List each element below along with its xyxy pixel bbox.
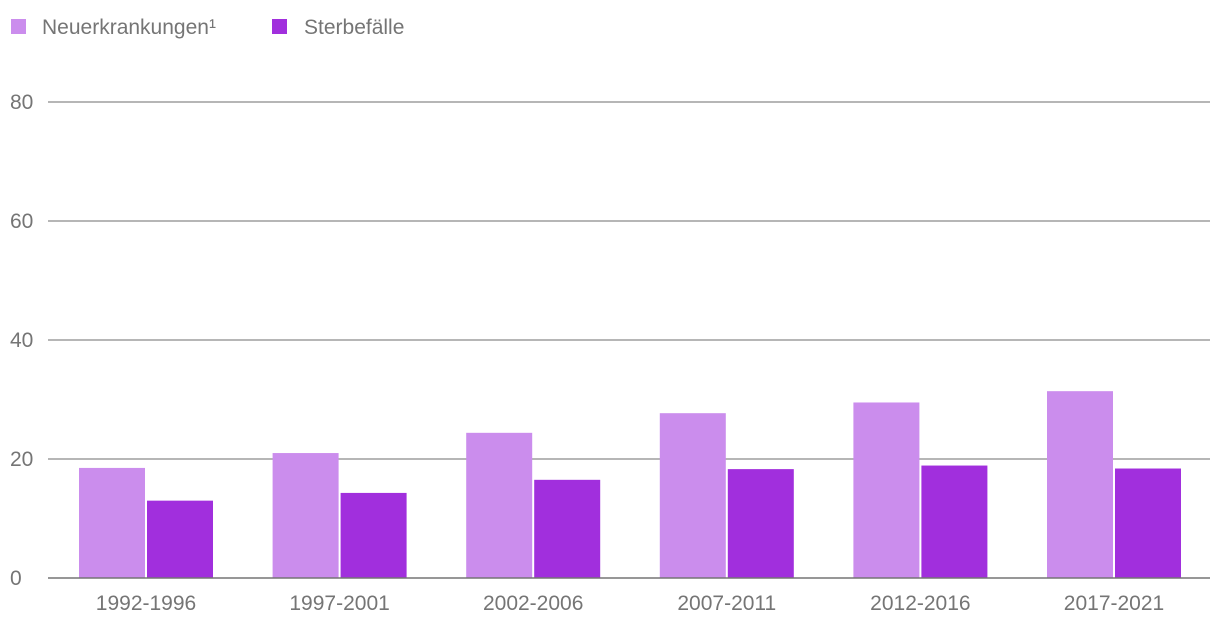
x-tick-label: 2017-2021	[1064, 592, 1164, 615]
bar-sterbefaelle-2007-2011[interactable]	[727, 469, 794, 578]
legend-swatch-neuerkrankungen	[11, 19, 26, 34]
x-tick-label: 2007-2011	[677, 592, 776, 615]
bar-neuerkrankungen-2002-2006[interactable]	[466, 432, 533, 578]
bar-neuerkrankungen-1992-1996[interactable]	[79, 467, 145, 578]
bar-sterbefaelle-2017-2021[interactable]	[1115, 468, 1181, 578]
bar-neuerkrankungen-1997-2001[interactable]	[272, 453, 339, 578]
bar-sterbefaelle-2012-2016[interactable]	[921, 465, 988, 578]
legend-label-sterbefaelle: Sterbefälle	[304, 16, 404, 39]
x-tick-label: 2002-2006	[483, 592, 583, 615]
x-tick-label: 1992-1996	[96, 592, 196, 615]
legend-item-neuerkrankungen[interactable]: Neuerkrankungen¹	[11, 16, 216, 39]
legend-label-neuerkrankungen: Neuerkrankungen¹	[42, 16, 216, 39]
y-tick-label: 80	[10, 91, 33, 114]
x-axis: 1992-1996 1997-2001 2002-2006 2007-2011 2012…	[48, 577, 1210, 615]
y-tick-label: 40	[10, 329, 33, 352]
bar-neuerkrankungen-2017-2021[interactable]	[1047, 391, 1113, 578]
bar-sterbefaelle-1992-1996[interactable]	[147, 500, 213, 578]
bars	[79, 391, 1181, 578]
bar-neuerkrankungen-2007-2011[interactable]	[659, 413, 726, 578]
y-tick-label: 0	[10, 567, 22, 590]
legend: Neuerkrankungen¹ Sterbefälle	[11, 16, 404, 39]
x-tick-label: 2012-2016	[870, 592, 970, 615]
y-tick-label: 20	[10, 448, 33, 471]
bar-neuerkrankungen-2012-2016[interactable]	[853, 402, 920, 578]
grid	[48, 101, 1210, 460]
legend-swatch-sterbefaelle	[272, 19, 287, 34]
legend-item-sterbefaelle[interactable]: Sterbefälle	[272, 16, 404, 39]
bar-sterbefaelle-2002-2006[interactable]	[534, 479, 601, 578]
bar-sterbefaelle-1997-2001[interactable]	[340, 492, 407, 578]
y-axis: 0 20 40 60 80	[10, 91, 33, 590]
y-tick-label: 60	[10, 210, 33, 233]
x-tick-label: 1997-2001	[289, 592, 389, 615]
